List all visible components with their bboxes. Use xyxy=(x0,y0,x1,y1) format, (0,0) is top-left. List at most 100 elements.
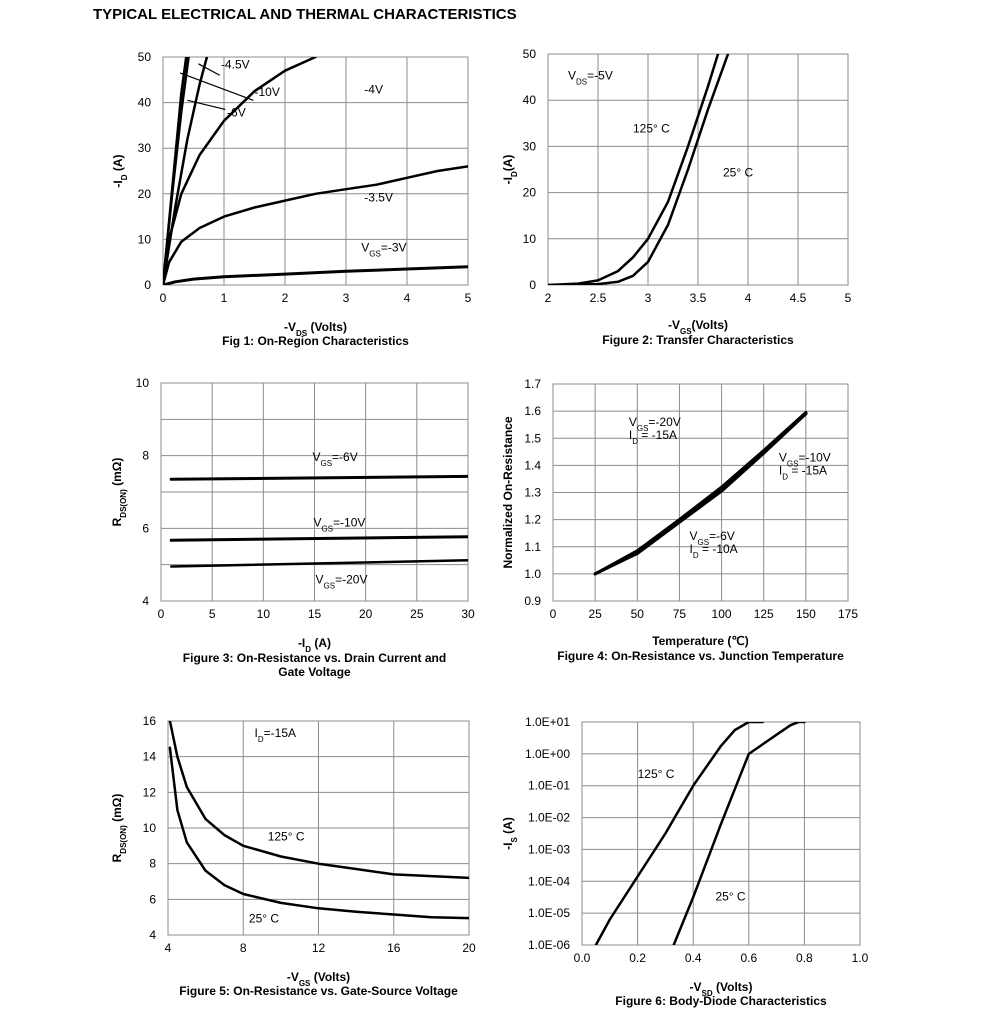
x-tick-label: 5 xyxy=(845,291,852,305)
y-tick-label: 1.6 xyxy=(524,404,541,418)
x-tick-label: 16 xyxy=(387,941,401,955)
series-line xyxy=(169,474,468,481)
annotation-label: -3.5V xyxy=(364,191,393,205)
y-tick-label: 14 xyxy=(143,750,157,764)
y-tick-label: 1.2 xyxy=(524,513,541,527)
series-line xyxy=(548,54,730,285)
annotation-label: 125° C xyxy=(268,829,305,843)
y-tick-label: 1.0E-06 xyxy=(528,938,570,952)
x-tick-label: 2 xyxy=(282,291,289,305)
y-tick-label: 6 xyxy=(149,892,156,906)
y-tick-label: 1.4 xyxy=(524,458,541,472)
y-tick-label: 30 xyxy=(523,139,537,153)
chart-fig1: 0 1 2 3 4 501020304050-4.5V-10V-6V-4V-3.5VVGS… xyxy=(111,50,472,348)
x-axis-label: -ID (A) xyxy=(298,636,331,654)
x-tick-label: 100 xyxy=(712,607,732,621)
x-tick-label: 0 xyxy=(158,607,165,621)
y-axis-label: -IS (A) xyxy=(501,817,519,850)
y-tick-label: 16 xyxy=(143,714,157,728)
y-tick-label: 1.5 xyxy=(524,431,541,445)
series-line xyxy=(163,57,317,285)
series-line xyxy=(168,746,469,920)
chart-fig5: 4 8 12 16 20 4 6 8 10 12 14 16 ID=-15A 125° C 25° C -VG… xyxy=(110,714,476,998)
chart-fig3: 0 5 10 15 20 25 30 4 6 8 10 VGS=-6V VGS=-10V VGS=-20V… xyxy=(110,376,475,679)
annotation-label: 25° C xyxy=(723,165,753,179)
y-tick-label: 1.0E-03 xyxy=(528,842,570,856)
annotation-label: 125° C xyxy=(638,767,675,781)
plot-frame xyxy=(581,721,861,946)
y-tick-label: 1.0 xyxy=(524,567,541,581)
x-tick-label: 5 xyxy=(465,291,472,305)
series-line xyxy=(163,57,209,285)
plot-frame xyxy=(162,56,469,286)
x-tick-label: 10 xyxy=(257,607,271,621)
x-tick-label: 50 xyxy=(631,607,645,621)
y-tick-label: 1.7 xyxy=(524,377,541,391)
y-axis-label: RDS(ON) (mΩ) xyxy=(110,458,128,527)
annotation-label: -10V xyxy=(255,85,280,99)
x-tick-label: 0.2 xyxy=(629,951,646,965)
x-axis-label: -VSD (Volts) xyxy=(690,980,753,998)
y-tick-label: 1.0E+00 xyxy=(525,747,570,761)
y-tick-label: 1.0E-04 xyxy=(528,874,570,888)
y-tick-label: 10 xyxy=(138,232,152,246)
annotation-label: VGS=-20V xyxy=(629,415,681,433)
y-axis-label: -ID (A) xyxy=(111,154,129,187)
y-axis-label: -ID(A) xyxy=(501,155,519,185)
y-tick-label: 20 xyxy=(138,187,152,201)
figure-caption: Figure 2: Transfer Characteristics xyxy=(602,333,794,347)
y-tick-label: 1.0E-05 xyxy=(528,906,570,920)
annotation-label: VGS=-6V xyxy=(312,450,357,468)
x-tick-label: 4 xyxy=(745,291,752,305)
y-tick-label: 8 xyxy=(149,857,156,871)
x-tick-label: 8 xyxy=(240,941,247,955)
x-tick-label: 4 xyxy=(404,291,411,305)
x-tick-label: 15 xyxy=(308,607,322,621)
series-line xyxy=(548,54,720,285)
y-tick-label: 1.0E+01 xyxy=(525,715,570,729)
x-tick-label: 20 xyxy=(462,941,476,955)
y-tick-label: 50 xyxy=(138,50,152,64)
annotation-label: VGS=-10V xyxy=(779,450,831,468)
figure-caption: Figure 4: On-Resistance vs. Junction Tem… xyxy=(557,649,844,663)
x-tick-label: 125 xyxy=(754,607,774,621)
x-tick-label: 0.4 xyxy=(685,951,702,965)
figure-caption: Figure 6: Body-Diode Characteristics xyxy=(615,994,827,1008)
annotation-label: -4V xyxy=(364,82,383,96)
x-tick-label: 12 xyxy=(312,941,326,955)
figure-caption: Fig 1: On-Region Characteristics xyxy=(222,334,409,348)
x-tick-label: 4.5 xyxy=(790,291,807,305)
series-line xyxy=(169,559,468,568)
y-tick-label: 10 xyxy=(523,232,537,246)
x-tick-label: 175 xyxy=(838,607,858,621)
x-tick-label: 2.5 xyxy=(590,291,607,305)
x-tick-label: 75 xyxy=(673,607,687,621)
y-tick-label: 1.3 xyxy=(524,486,541,500)
y-tick-label: 0 xyxy=(144,278,151,292)
x-tick-label: 150 xyxy=(796,607,816,621)
x-tick-label: 3.5 xyxy=(690,291,707,305)
plot-frame xyxy=(167,720,470,936)
leader-line xyxy=(187,99,226,111)
y-tick-label: 8 xyxy=(142,449,149,463)
x-tick-label: 25 xyxy=(588,607,602,621)
annotation-label: 25° C xyxy=(715,889,745,903)
annotation-label: VGS=-6V xyxy=(690,529,735,547)
chart-fig6: 0.0 0.2 0.4 0.6 0.8 1.0 1.0E-06 1.0E-05 1.0E-04 1… xyxy=(501,715,869,1008)
chart-fig4: 0 25 50 75 100 125 150 175 0.9 1.0 1.1 1.2 1.3 1.4 1.5… xyxy=(501,377,858,663)
figure-caption: Figure 5: On-Resistance vs. Gate-Source … xyxy=(179,984,458,998)
figure-caption-line2: Gate Voltage xyxy=(278,665,351,679)
series-line xyxy=(168,721,469,880)
y-tick-label: 40 xyxy=(523,93,537,107)
leader-line xyxy=(179,72,254,101)
annotation-label: 125° C xyxy=(633,122,670,136)
annotation-label: VGS=-3V xyxy=(361,241,406,259)
y-axis-label: Normalized On-Resistance xyxy=(501,416,515,568)
series-line xyxy=(163,57,188,285)
plot-frame xyxy=(552,383,849,602)
x-tick-label: 1.0 xyxy=(852,951,869,965)
y-tick-label: 6 xyxy=(142,521,149,535)
y-tick-label: 4 xyxy=(142,594,149,608)
series-line xyxy=(163,165,468,285)
x-tick-label: 5 xyxy=(209,607,216,621)
